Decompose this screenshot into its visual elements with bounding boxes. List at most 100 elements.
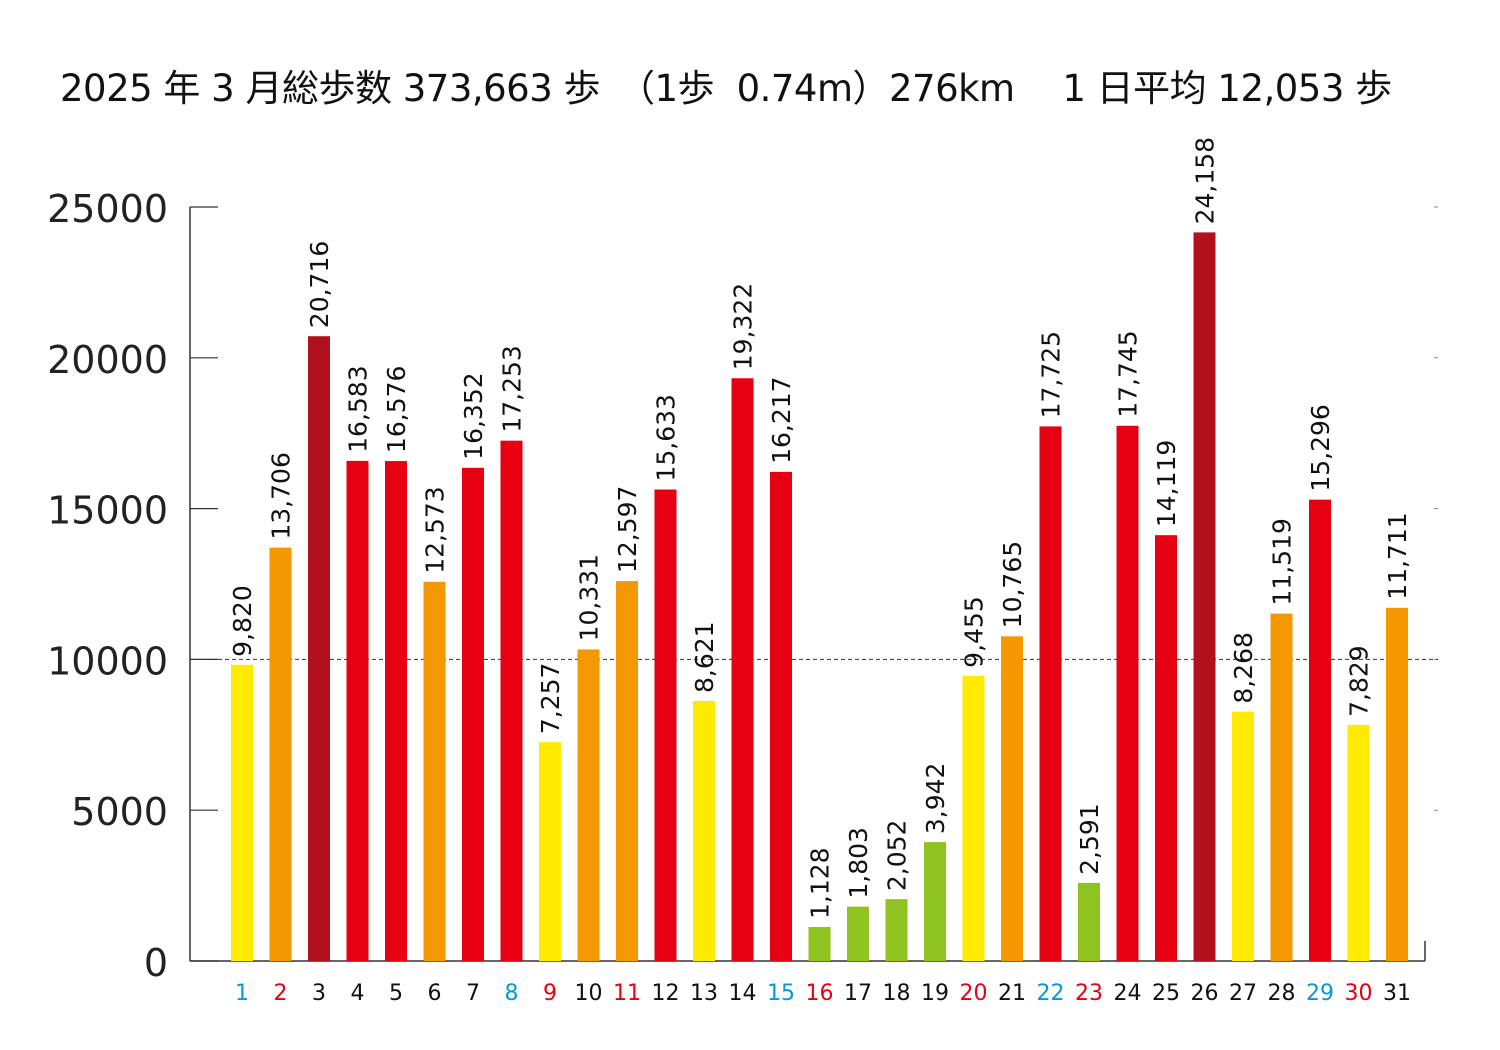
value-label: 15,296: [1306, 404, 1335, 491]
bar-day-18: [885, 899, 908, 961]
y-tick-label: 10000: [47, 639, 168, 683]
bar-day-12: [654, 489, 677, 961]
value-label: 9,820: [228, 585, 257, 657]
bar-day-22: [1039, 426, 1062, 961]
bar-day-2: [269, 547, 292, 961]
y-tick-label: 20000: [47, 338, 168, 382]
bar-day-11: [616, 581, 638, 961]
bar-day-23: [1078, 882, 1100, 961]
value-label: 10,331: [575, 554, 604, 641]
bar-day-25: [1155, 535, 1177, 961]
bar-day-24: [1116, 425, 1139, 961]
x-tick-label: 11: [613, 981, 641, 1006]
x-tick-label: 31: [1383, 981, 1411, 1006]
x-tick-label: 18: [883, 981, 911, 1006]
value-label: 17,253: [498, 345, 527, 432]
bar-day-16: [808, 926, 831, 961]
x-tick-label: 28: [1268, 981, 1296, 1006]
x-tick-label: 7: [466, 981, 480, 1006]
value-label: 19,322: [729, 283, 758, 370]
bar-day-9: [539, 742, 561, 961]
value-label: 17,745: [1114, 330, 1143, 417]
x-tick-label: 26: [1191, 981, 1219, 1006]
bar-day-10: [577, 649, 600, 961]
value-label: 9,455: [960, 596, 989, 668]
bar-day-26: [1193, 232, 1216, 961]
x-tick-label: 19: [921, 981, 949, 1006]
bar-day-7: [462, 467, 484, 961]
x-tick-label: 4: [351, 981, 365, 1006]
bar-day-15: [770, 471, 792, 961]
value-label: 17,725: [1037, 331, 1066, 418]
x-tick-label: 6: [428, 981, 442, 1006]
x-tick-label: 10: [575, 981, 603, 1006]
bar-day-14: [731, 378, 754, 961]
value-label: 16,576: [382, 366, 411, 453]
x-tick-label: 8: [505, 981, 519, 1006]
bar-day-27: [1232, 711, 1254, 961]
value-label: 20,716: [305, 241, 334, 328]
bar-day-3: [308, 336, 330, 961]
bar-day-5: [385, 461, 407, 961]
bar-day-6: [423, 581, 446, 961]
bar-day-30: [1347, 724, 1370, 961]
bar-day-17: [847, 906, 869, 961]
y-tick-label: 15000: [47, 489, 168, 533]
x-tick-label: 12: [652, 981, 680, 1006]
x-tick-label: 3: [312, 981, 326, 1006]
value-label: 16,583: [344, 365, 373, 452]
value-label: 1,128: [806, 847, 835, 919]
x-tick-label: 22: [1037, 981, 1065, 1006]
x-tick-label: 23: [1075, 981, 1103, 1006]
x-tick-label: 2: [274, 981, 288, 1006]
value-label: 8,621: [690, 621, 719, 693]
value-label: 7,829: [1345, 645, 1374, 717]
x-tick-label: 14: [729, 981, 757, 1006]
value-label: 24,158: [1191, 137, 1220, 224]
value-label: 10,765: [998, 541, 1027, 628]
x-tick-label: 27: [1229, 981, 1257, 1006]
value-label: 8,268: [1229, 632, 1258, 704]
bar-day-20: [962, 675, 985, 961]
value-label: 2,591: [1075, 803, 1104, 875]
x-tick-label: 5: [389, 981, 403, 1006]
value-label: 13,706: [267, 452, 296, 539]
x-tick-label: 17: [844, 981, 872, 1006]
value-label: 15,633: [652, 394, 681, 481]
x-tick-label: 20: [960, 981, 988, 1006]
chart-title: 2025 年 3 月総歩数 373,663 歩 （1歩 0.74m）276km …: [60, 67, 1392, 110]
value-label: 11,711: [1383, 512, 1412, 599]
x-tick-label: 9: [543, 981, 557, 1006]
value-label: 3,942: [921, 763, 950, 835]
x-tick-label: 29: [1306, 981, 1334, 1006]
bar-day-19: [924, 842, 946, 961]
bar-day-28: [1270, 613, 1293, 961]
y-tick-label: 0: [144, 941, 168, 985]
value-label: 12,573: [421, 486, 450, 573]
y-tick-label: 5000: [71, 790, 168, 834]
x-tick-label: 24: [1114, 981, 1142, 1006]
x-tick-label: 13: [690, 981, 718, 1006]
value-label: 16,217: [767, 376, 796, 463]
x-tick-label: 1: [235, 981, 249, 1006]
bar-day-29: [1309, 499, 1331, 961]
value-label: 14,119: [1152, 440, 1181, 527]
value-label: 7,257: [536, 663, 565, 735]
y-tick-label: 25000: [47, 187, 168, 231]
x-tick-label: 15: [767, 981, 795, 1006]
x-tick-label: 21: [998, 981, 1026, 1006]
bar-day-1: [231, 664, 253, 961]
value-label: 12,597: [613, 486, 642, 573]
bar-day-13: [693, 700, 715, 961]
bar-day-4: [346, 460, 369, 961]
value-label: 16,352: [459, 372, 488, 459]
x-tick-label: 16: [806, 981, 834, 1006]
value-label: 2,052: [883, 820, 912, 892]
value-label: 1,803: [844, 827, 873, 899]
x-tick-label: 25: [1152, 981, 1180, 1006]
bar-day-8: [500, 440, 523, 961]
x-tick-label: 30: [1345, 981, 1373, 1006]
bar-day-21: [1001, 636, 1023, 961]
